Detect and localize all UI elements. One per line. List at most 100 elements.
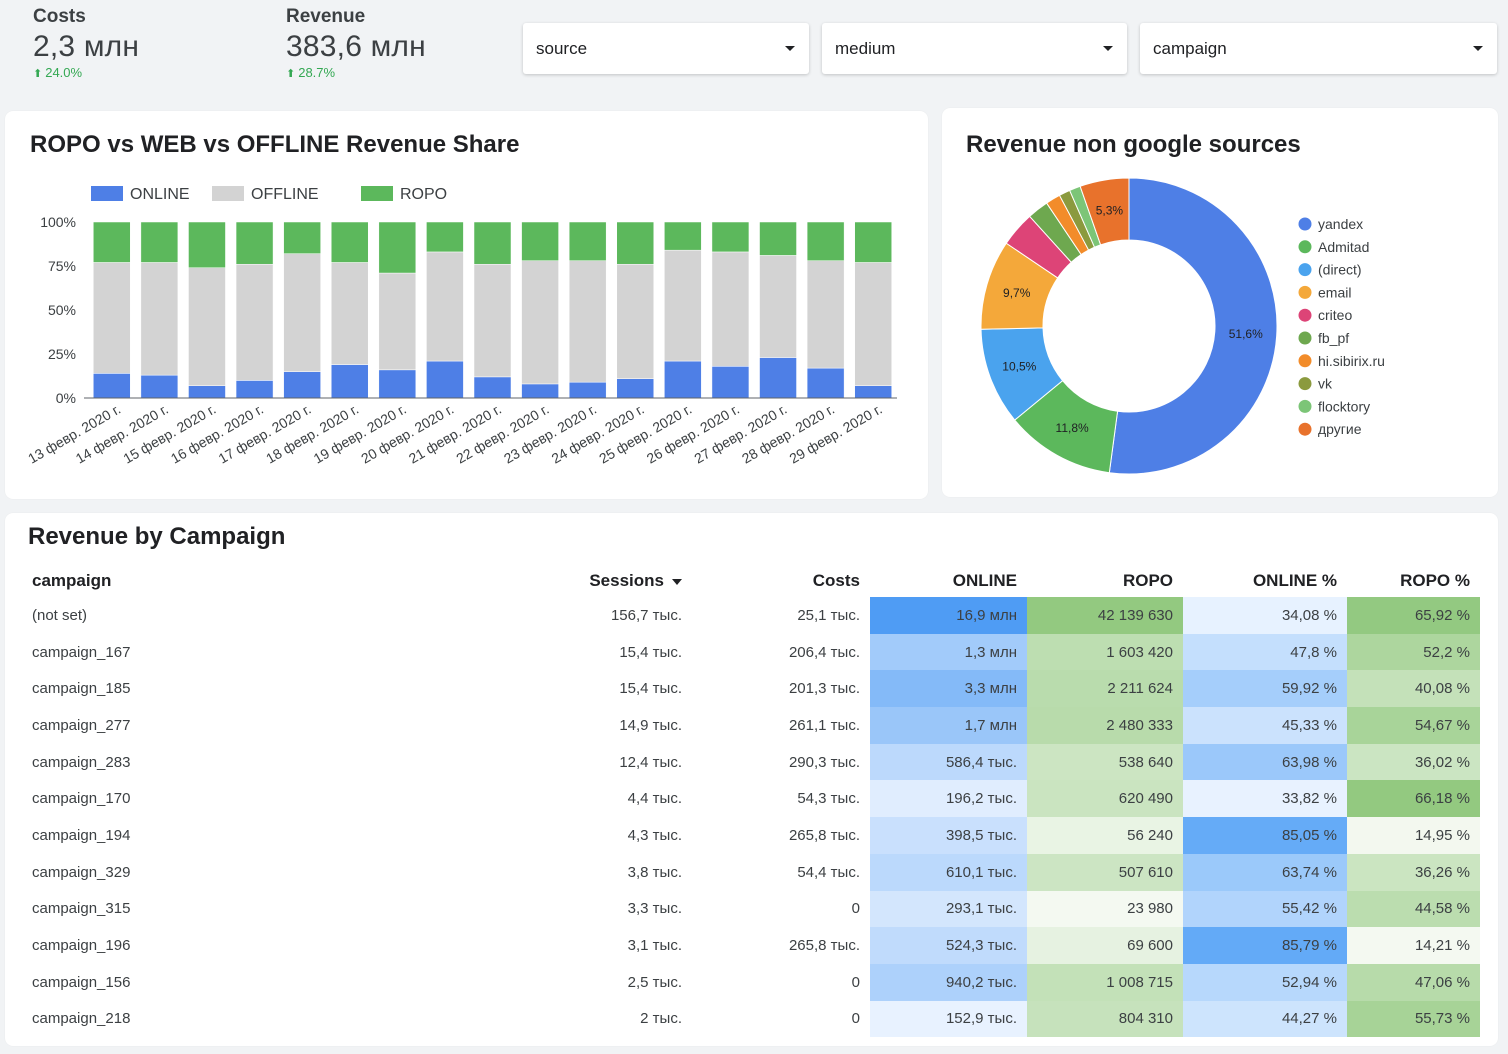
bar-segment-offline[interactable] — [473, 263, 512, 378]
legend-label: другие — [1318, 421, 1362, 437]
bar-segment-ropo[interactable] — [426, 221, 464, 253]
table-row[interactable]: campaign_167 15,4 тыс. 206,4 тыс. 1,3 млн 1 … — [22, 633, 1480, 671]
bar-segment-offline[interactable] — [711, 251, 750, 367]
bar-segment-online[interactable] — [806, 367, 845, 399]
bar-segment-ropo[interactable] — [140, 221, 179, 263]
bar-segment-online[interactable] — [378, 369, 417, 399]
column-header-online-pct[interactable]: ONLINE % — [1252, 571, 1337, 590]
table-row[interactable]: campaign_329 3,8 тыс. 54,4 тыс. 610,1 тыс. 5… — [22, 853, 1480, 891]
kpi-costs-delta: ⬆ 24.0% — [33, 65, 139, 80]
table-row[interactable]: (not set) 156,7 тыс. 25,1 тыс. 16,9 млн 42 1… — [22, 597, 1480, 634]
bar-segment-ropo[interactable] — [378, 221, 417, 274]
table-row[interactable]: campaign_185 15,4 тыс. 201,3 тыс. 3,3 млн 2 … — [22, 670, 1480, 708]
bar-segment-online[interactable] — [93, 373, 131, 399]
bar-segment-ropo[interactable] — [711, 221, 750, 253]
bar-segment-offline[interactable] — [854, 262, 892, 386]
bar-segment-online[interactable] — [711, 366, 750, 399]
bar-segment-offline[interactable] — [616, 263, 655, 379]
table-row[interactable]: campaign_218 2 тыс. 0 152,9 тыс. 804 310 44,2… — [22, 1000, 1480, 1038]
bar-segment-offline[interactable] — [140, 262, 179, 376]
cell-ropo-pct: 40,08 % — [1347, 670, 1480, 708]
bar-segment-offline[interactable] — [521, 260, 559, 385]
bar-segment-offline[interactable] — [235, 263, 274, 381]
bar-segment-offline[interactable] — [283, 253, 321, 372]
bar-segment-offline[interactable] — [806, 260, 845, 369]
bar-segment-offline[interactable] — [759, 255, 797, 358]
bar-segment-ropo[interactable] — [806, 221, 845, 261]
bar-segment-ropo[interactable] — [188, 221, 226, 269]
cell-online: 398,5 тыс. — [870, 817, 1027, 854]
bar-segment-online[interactable] — [140, 374, 179, 399]
medium-filter-label: medium — [835, 38, 896, 58]
bar-segment-ropo[interactable] — [93, 221, 131, 263]
bar-segment-online[interactable] — [664, 360, 702, 399]
bar-segment-ropo[interactable] — [616, 221, 655, 265]
column-header-sessions[interactable]: Sessions — [527, 565, 692, 597]
cell-ropo-pct: 14,95 % — [1347, 817, 1480, 854]
cell-costs: 206,4 тыс. — [788, 643, 860, 661]
cell-online-pct: 47,8 % — [1183, 633, 1347, 671]
bar-segment-offline[interactable] — [93, 262, 131, 374]
bar-segment-online[interactable] — [235, 380, 274, 399]
cell-campaign: (not set) — [32, 606, 88, 624]
revenue-by-campaign-table: campaign Sessions Costs ONLINE ROPO ONLI… — [22, 565, 1480, 1038]
table-row[interactable]: campaign_194 4,3 тыс. 265,8 тыс. 398,5 тыс.… — [22, 817, 1480, 854]
legend-label: criteo — [1318, 307, 1352, 323]
bar-segment-online[interactable] — [188, 385, 226, 399]
bar-segment-online[interactable] — [330, 364, 369, 399]
bar-segment-ropo[interactable] — [330, 221, 369, 263]
column-header-ropo-pct[interactable]: ROPO % — [1400, 571, 1470, 590]
bar-segment-ropo[interactable] — [854, 221, 892, 263]
bar-segment-online[interactable] — [473, 376, 512, 399]
cell-ropo-pct: 55,73 % — [1347, 1000, 1480, 1038]
bar-segment-ropo[interactable] — [568, 221, 607, 261]
medium-filter-dropdown[interactable]: medium — [822, 23, 1127, 74]
table-row[interactable]: campaign_315 3,3 тыс. 0 293,1 тыс. 23 980 55,… — [22, 890, 1480, 928]
non-google-sources-title: Revenue non google sources — [966, 131, 1301, 158]
bar-segment-offline[interactable] — [426, 251, 464, 362]
bar-segment-ropo[interactable] — [235, 221, 274, 265]
cell-online-pct: 63,98 % — [1183, 743, 1347, 781]
bar-segment-online[interactable] — [568, 381, 607, 399]
caret-down-icon — [1473, 46, 1483, 51]
cell-campaign: campaign_170 — [32, 790, 131, 808]
bar-segment-online[interactable] — [426, 360, 464, 399]
bar-segment-online[interactable] — [854, 385, 892, 399]
bar-segment-ropo[interactable] — [473, 221, 512, 265]
legend-label: hi.sibirix.ru — [1318, 353, 1385, 369]
column-header-online[interactable]: ONLINE — [952, 571, 1017, 590]
legend-swatch-online — [91, 186, 123, 201]
table-row[interactable]: campaign_283 12,4 тыс. 290,3 тыс. 586,4 тыс… — [22, 743, 1480, 781]
legend-dot — [1298, 308, 1312, 322]
cell-costs: 0 — [851, 1010, 860, 1028]
column-header-costs[interactable]: Costs — [812, 571, 860, 590]
cell-sessions: 15,4 тыс. — [619, 643, 682, 661]
table-row[interactable]: campaign_170 4,4 тыс. 54,3 тыс. 196,2 тыс. 6… — [22, 780, 1480, 818]
bar-segment-ropo[interactable] — [283, 221, 321, 254]
bar-segment-offline[interactable] — [188, 267, 226, 386]
bar-segment-offline[interactable] — [568, 260, 607, 383]
cell-ropo-pct: 44,58 % — [1347, 890, 1480, 928]
source-filter-dropdown[interactable]: source — [523, 23, 809, 74]
cell-ropo-pct: 36,26 % — [1347, 853, 1480, 891]
donut-slice-yandex[interactable] — [1108, 177, 1278, 475]
legend-label: flocktory — [1318, 398, 1370, 414]
bar-segment-offline[interactable] — [330, 262, 369, 365]
bar-segment-ropo[interactable] — [759, 221, 797, 256]
table-row[interactable]: campaign_277 14,9 тыс. 261,1 тыс. 1,7 млн 2 … — [22, 707, 1480, 744]
cell-costs: 261,1 тыс. — [788, 716, 860, 734]
table-row[interactable]: campaign_196 3,1 тыс. 265,8 тыс. 524,3 тыс.… — [22, 927, 1480, 964]
donut-slice-другие[interactable] — [1079, 177, 1130, 246]
campaign-filter-dropdown[interactable]: campaign — [1140, 23, 1497, 74]
bar-segment-online[interactable] — [521, 383, 559, 399]
bar-segment-ropo[interactable] — [521, 221, 559, 261]
bar-segment-offline[interactable] — [378, 272, 417, 371]
bar-segment-online[interactable] — [759, 357, 797, 399]
bar-segment-offline[interactable] — [664, 249, 702, 362]
column-header-ropo[interactable]: ROPO — [1122, 571, 1173, 590]
column-header-campaign[interactable]: campaign — [32, 571, 112, 590]
bar-segment-ropo[interactable] — [664, 221, 702, 251]
table-row[interactable]: campaign_156 2,5 тыс. 0 940,2 тыс. 1 008 715… — [22, 963, 1480, 1001]
bar-segment-online[interactable] — [616, 378, 655, 399]
bar-segment-online[interactable] — [283, 371, 321, 399]
